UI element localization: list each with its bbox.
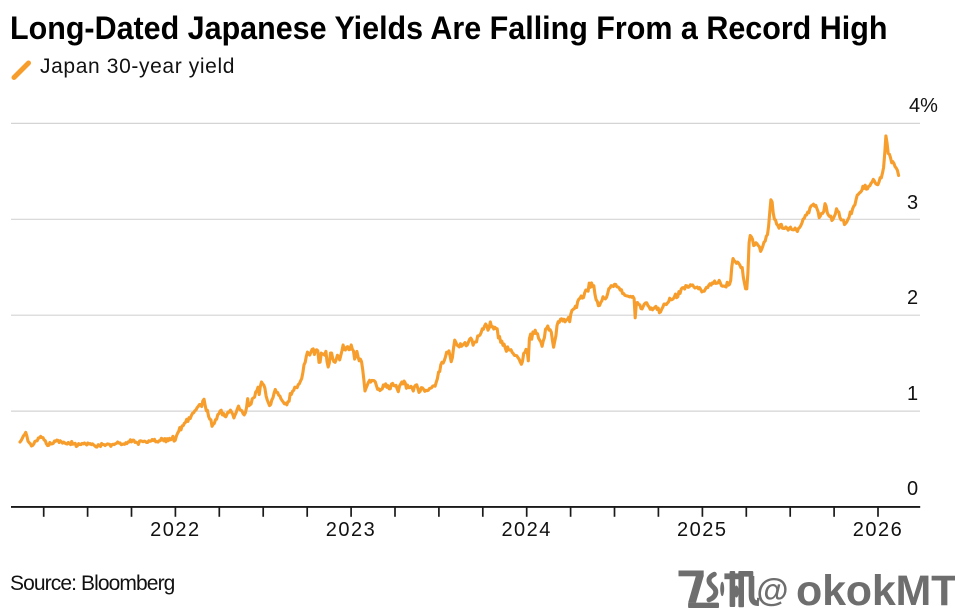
svg-text:okokMT: okokMT — [796, 567, 955, 608]
svg-text:@: @ — [757, 572, 789, 608]
